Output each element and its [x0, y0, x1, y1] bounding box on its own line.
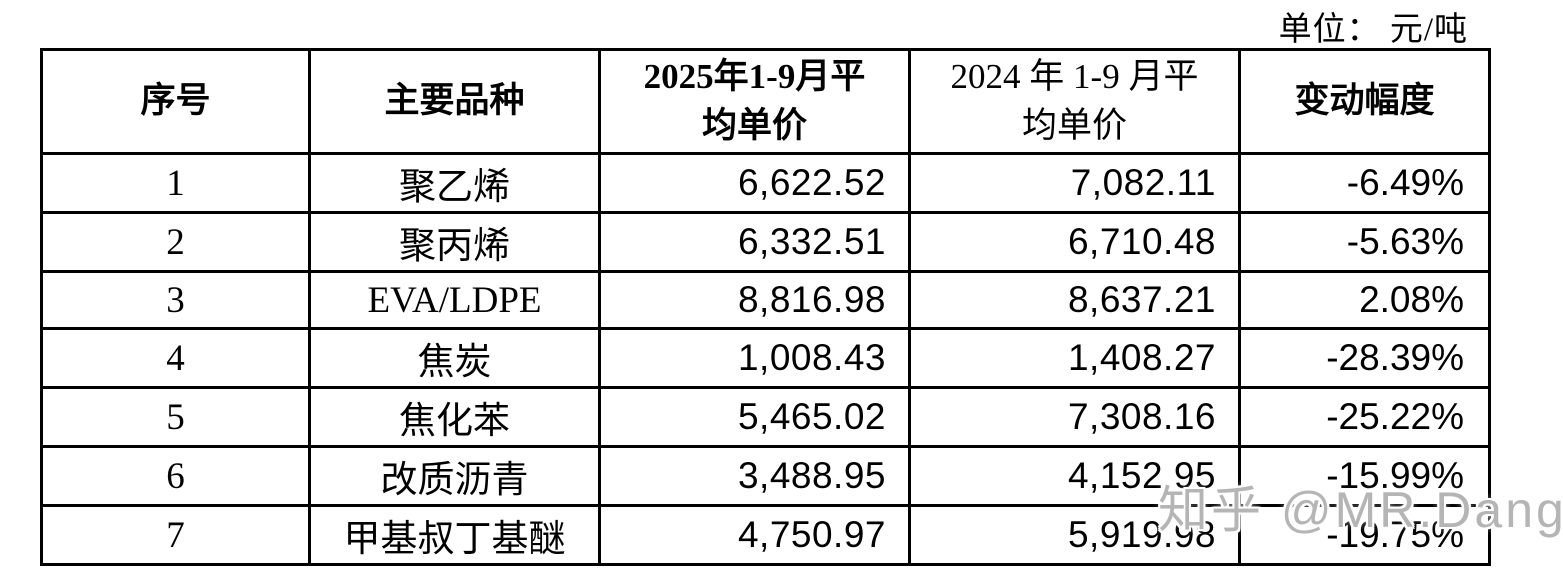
change-cell: -5.63% — [1238, 211, 1491, 273]
price-2024-cell: 6,710.48 — [908, 211, 1241, 273]
serial-cell: 5 — [40, 386, 311, 448]
zhihu-watermark: 知乎 @MR.Dang — [1158, 482, 1563, 538]
serial-cell: 7 — [40, 504, 311, 566]
price-2025-cell: 3,488.95 — [598, 445, 911, 507]
table-row: 7 甲基叔丁基醚 4,750.97 5,919.98 -19.75% — [40, 504, 1491, 566]
serial-cell: 4 — [40, 327, 311, 389]
product-cell: 改质沥青 — [308, 445, 601, 507]
price-2025-cell: 4,750.97 — [598, 504, 911, 566]
price-2025-cell: 5,465.02 — [598, 386, 911, 448]
price-2024-cell: 4,152.95 — [908, 445, 1241, 507]
change-cell: -19.75% — [1238, 504, 1491, 566]
product-cell: 聚乙烯 — [308, 152, 601, 214]
price-2025-cell: 6,332.51 — [598, 211, 911, 273]
product-cell: 焦化苯 — [308, 386, 601, 448]
product-cell: 甲基叔丁基醚 — [308, 504, 601, 566]
change-cell: -28.39% — [1238, 327, 1491, 389]
price-2024-cell: 7,082.11 — [908, 152, 1241, 214]
table-header: 序号 主要品种 2025年1-9月平 均单价 2024 年 1-9 月平 均单价… — [40, 48, 1491, 155]
table-row: 3 EVA/LDPE 8,816.98 8,637.21 2.08% — [40, 270, 1491, 330]
change-cell: -25.22% — [1238, 386, 1491, 448]
table-row: 4 焦炭 1,008.43 1,408.27 -28.39% — [40, 327, 1491, 389]
header-change: 变动幅度 — [1238, 48, 1491, 155]
change-cell: -6.49% — [1238, 152, 1491, 214]
header-price-2024: 2024 年 1-9 月平 均单价 — [908, 48, 1241, 155]
change-cell: 2.08% — [1238, 270, 1491, 330]
product-cell: EVA/LDPE — [308, 270, 601, 330]
unit-label: 单位： 元/吨 — [1278, 12, 1468, 48]
price-2024-cell: 5,919.98 — [908, 504, 1241, 566]
header-price-2025: 2025年1-9月平 均单价 — [598, 48, 911, 155]
price-2025-cell: 6,622.52 — [598, 152, 911, 214]
serial-cell: 3 — [40, 270, 311, 330]
price-2024-cell: 1,408.27 — [908, 327, 1241, 389]
price-2024-cell: 7,308.16 — [908, 386, 1241, 448]
price-comparison-table: 序号 主要品种 2025年1-9月平 均单价 2024 年 1-9 月平 均单价… — [40, 48, 1491, 566]
table-row: 6 改质沥青 3,488.95 4,152.95 -15.99% — [40, 445, 1491, 507]
price-2024-cell: 8,637.21 — [908, 270, 1241, 330]
header-row: 序号 主要品种 2025年1-9月平 均单价 2024 年 1-9 月平 均单价… — [40, 48, 1491, 155]
header-serial: 序号 — [40, 48, 311, 155]
table-row: 5 焦化苯 5,465.02 7,308.16 -25.22% — [40, 386, 1491, 448]
serial-cell: 6 — [40, 445, 311, 507]
change-cell: -15.99% — [1238, 445, 1491, 507]
serial-cell: 1 — [40, 152, 311, 214]
price-2025-cell: 8,816.98 — [598, 270, 911, 330]
price-2025-cell: 1,008.43 — [598, 327, 911, 389]
header-product: 主要品种 — [308, 48, 601, 155]
table-row: 2 聚丙烯 6,332.51 6,710.48 -5.63% — [40, 211, 1491, 273]
serial-cell: 2 — [40, 211, 311, 273]
product-cell: 焦炭 — [308, 327, 601, 389]
table-body: 1 聚乙烯 6,622.52 7,082.11 -6.49% 2 聚丙烯 6,3… — [40, 152, 1491, 566]
product-cell: 聚丙烯 — [308, 211, 601, 273]
table-row: 1 聚乙烯 6,622.52 7,082.11 -6.49% — [40, 152, 1491, 214]
